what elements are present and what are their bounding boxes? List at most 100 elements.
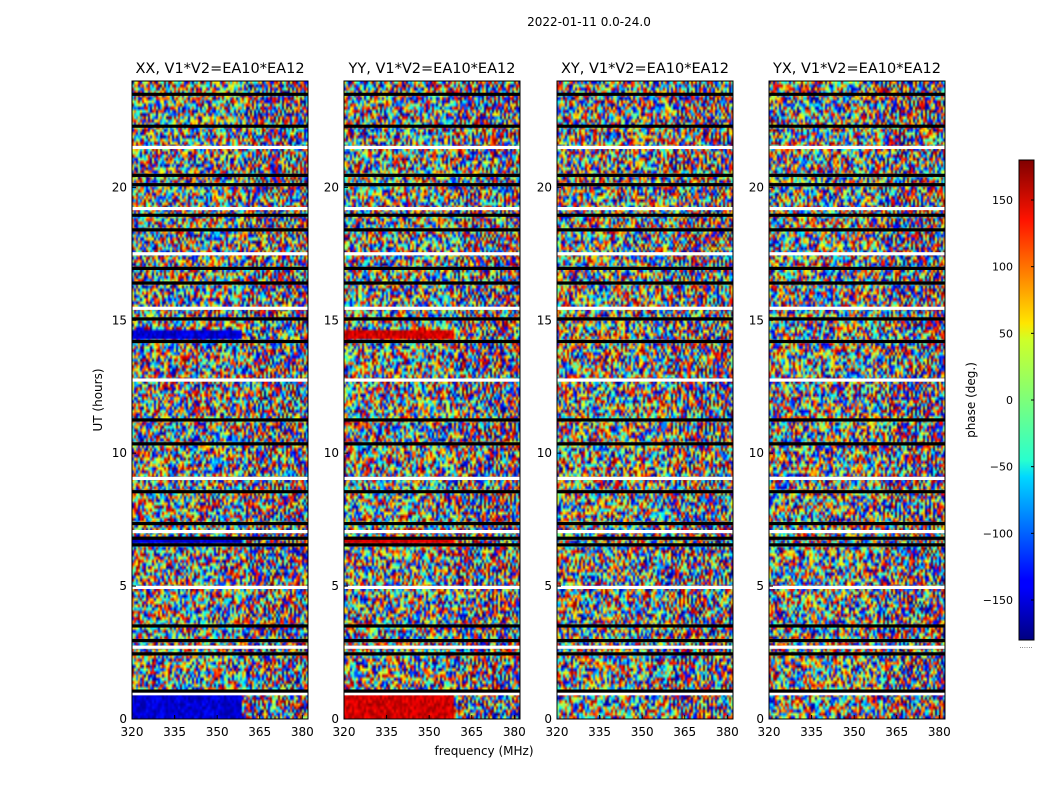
flagged-gap bbox=[769, 585, 945, 590]
flagged-gap bbox=[344, 266, 520, 271]
flagged-gap bbox=[344, 306, 520, 310]
x-tick-label: 320 bbox=[333, 725, 356, 739]
flagged-gap bbox=[769, 339, 945, 344]
colorbar-tick-label: 50 bbox=[999, 327, 1013, 340]
flagged-gap bbox=[769, 638, 945, 643]
flagged-gap bbox=[344, 689, 520, 693]
flagged-gap bbox=[557, 689, 733, 693]
y-tick-label: 5 bbox=[756, 579, 764, 593]
panel-title: YX, V1*V2=EA10*EA12 bbox=[772, 61, 941, 77]
figure-suptitle: 2022-01-11 0.0-24.0 bbox=[527, 15, 651, 29]
y-tick-label: 0 bbox=[756, 712, 764, 726]
flagged-gap bbox=[769, 529, 945, 534]
flagged-gap bbox=[557, 624, 733, 628]
flagged-gap bbox=[132, 543, 308, 547]
flagged-gap bbox=[557, 476, 733, 481]
flagged-gap bbox=[557, 522, 733, 526]
flagged-gap bbox=[557, 585, 733, 590]
flagged-gap bbox=[132, 207, 308, 211]
flagged-gap bbox=[557, 418, 733, 422]
y-tick-label: 15 bbox=[324, 313, 339, 327]
flagged-gap bbox=[769, 543, 945, 547]
flagged-gap bbox=[344, 145, 520, 150]
flagged-gap bbox=[132, 442, 308, 446]
flagged-gap bbox=[769, 378, 945, 382]
panels: XX, V1*V2=EA10*EA12 320 335 350 365 380 0 5 10 15… bbox=[112, 61, 951, 739]
flagged-gap bbox=[132, 585, 308, 590]
flagged-gap bbox=[557, 317, 733, 321]
flagged-gap bbox=[132, 536, 308, 540]
flagged-gap bbox=[557, 490, 733, 494]
flagged-gap bbox=[769, 173, 945, 177]
y-tick-label: 5 bbox=[544, 579, 552, 593]
flagged-gap bbox=[132, 306, 308, 310]
flagged-gap bbox=[769, 476, 945, 481]
flagged-gap bbox=[344, 692, 520, 696]
flagged-gap bbox=[132, 266, 308, 271]
flagged-gap bbox=[344, 213, 520, 217]
flagged-gap bbox=[557, 536, 733, 540]
flagged-gap bbox=[132, 689, 308, 693]
flagged-gap bbox=[132, 652, 308, 656]
flagged-gap bbox=[557, 145, 733, 150]
flagged-gap bbox=[769, 92, 945, 96]
x-tick-label: 380 bbox=[503, 725, 526, 739]
y-tick-label: 10 bbox=[324, 446, 339, 460]
y-tick-label: 10 bbox=[749, 446, 764, 460]
colorbar: 150 100 50 0 −50 −100 −150 bbox=[983, 159, 1035, 641]
x-tick-label: 380 bbox=[291, 725, 314, 739]
flagged-gap bbox=[132, 317, 308, 321]
flagged-gap bbox=[557, 638, 733, 643]
x-tick-label: 320 bbox=[758, 725, 781, 739]
flagged-gap bbox=[344, 476, 520, 481]
x-tick-label: 350 bbox=[631, 725, 654, 739]
y-tick-label: 5 bbox=[331, 579, 339, 593]
flagged-gap bbox=[557, 281, 733, 285]
flagged-gap bbox=[344, 173, 520, 177]
x-tick-label: 335 bbox=[588, 725, 611, 739]
panel-frame bbox=[768, 80, 946, 720]
flagged-gap bbox=[344, 183, 520, 187]
flagged-gap bbox=[769, 418, 945, 422]
y-tick-label: 15 bbox=[537, 313, 552, 327]
y-tick-label: 10 bbox=[112, 446, 127, 460]
flagged-gap bbox=[132, 339, 308, 344]
x-tick-label: 365 bbox=[248, 725, 271, 739]
panel-frame bbox=[343, 80, 521, 720]
flagged-gap bbox=[344, 543, 520, 547]
flagged-gap bbox=[132, 228, 308, 232]
flagged-gap bbox=[344, 585, 520, 590]
flagged-gap bbox=[769, 652, 945, 656]
y-tick-label: 10 bbox=[537, 446, 552, 460]
y-tick-label: 0 bbox=[119, 712, 127, 726]
panel-title: XY, V1*V2=EA10*EA12 bbox=[561, 61, 729, 77]
flagged-gap bbox=[132, 378, 308, 382]
flagged-gap bbox=[344, 228, 520, 232]
x-tick-label: 365 bbox=[460, 725, 483, 739]
flagged-gap bbox=[557, 378, 733, 382]
y-tick-label: 0 bbox=[544, 712, 552, 726]
flagged-gap bbox=[132, 252, 308, 256]
flagged-gap bbox=[557, 252, 733, 256]
colorbar-tick-label: −150 bbox=[983, 594, 1013, 607]
flagged-gap bbox=[769, 281, 945, 285]
flagged-gap bbox=[344, 418, 520, 422]
flagged-gap bbox=[769, 317, 945, 321]
colorbar-tick-label: −100 bbox=[983, 527, 1013, 540]
y-tick-label: 20 bbox=[112, 180, 127, 194]
flagged-gap bbox=[769, 213, 945, 217]
y-tick-label: 15 bbox=[112, 313, 127, 327]
colorbar-tick-label: 150 bbox=[992, 194, 1013, 207]
flagged-gap bbox=[344, 317, 520, 321]
flagged-gap bbox=[557, 213, 733, 217]
flagged-gap bbox=[344, 124, 520, 128]
flagged-gap bbox=[769, 183, 945, 187]
flagged-gap bbox=[344, 339, 520, 344]
flagged-gap bbox=[132, 490, 308, 494]
flagged-gap bbox=[557, 207, 733, 211]
flagged-gap bbox=[132, 145, 308, 150]
flagged-gap bbox=[769, 124, 945, 128]
y-tick-label: 15 bbox=[749, 313, 764, 327]
colorbar-tick-label: −50 bbox=[990, 461, 1013, 474]
flagged-gap bbox=[132, 522, 308, 526]
